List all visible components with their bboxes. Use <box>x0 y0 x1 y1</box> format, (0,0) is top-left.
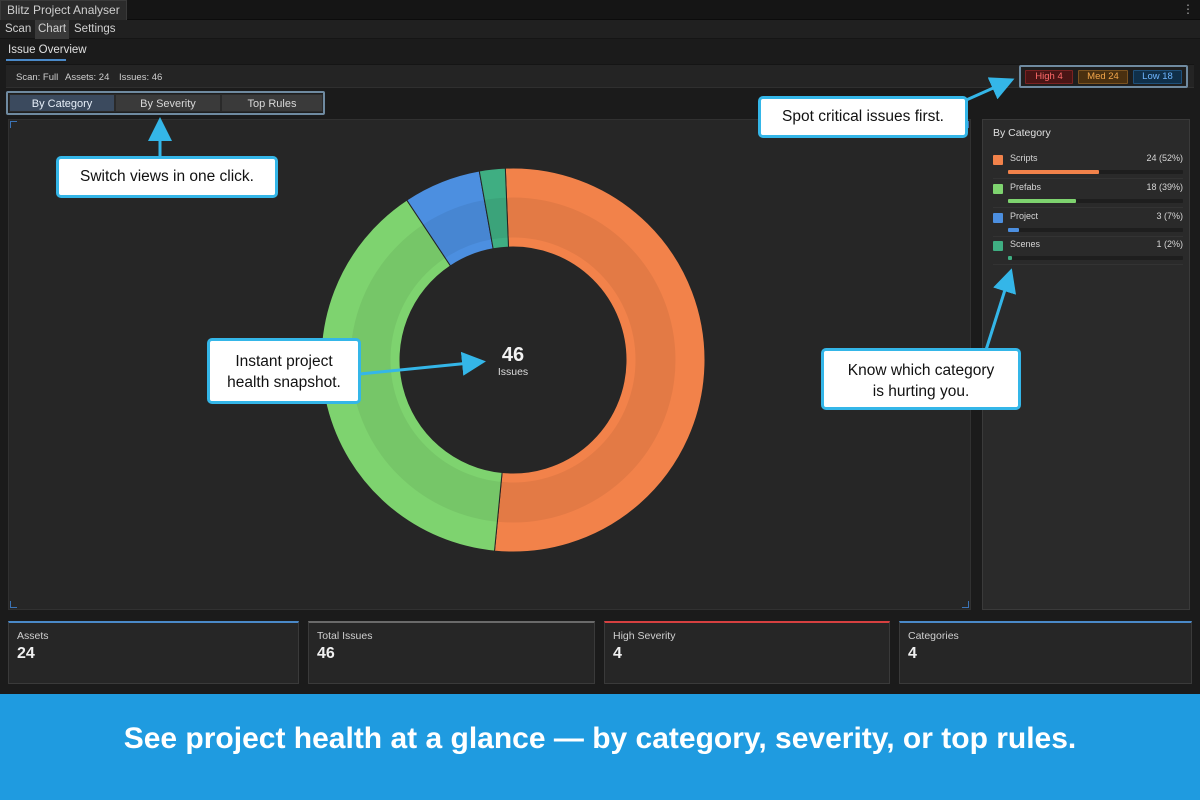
row-divider <box>993 264 1183 265</box>
stat-card-label: Categories <box>908 630 959 642</box>
callout-category: Know which category is hurting you. <box>821 348 1021 410</box>
category-bar-track <box>1008 228 1183 232</box>
stat-card-value: 4 <box>908 645 917 662</box>
severity-med-badge[interactable]: Med 24 <box>1078 70 1128 84</box>
side-panel-title: By Category <box>993 127 1051 139</box>
stat-card-assets: Assets 24 <box>8 621 299 684</box>
assets-count-text: Assets: 24 <box>65 72 110 83</box>
kebab-menu-icon[interactable]: ⋮ <box>1182 2 1194 16</box>
severity-high-badge[interactable]: High 4 <box>1025 70 1073 84</box>
callout-health: Instant project health snapshot. <box>207 338 361 404</box>
category-swatch <box>993 184 1003 194</box>
category-value: 3 (7%) <box>1156 211 1183 221</box>
row-divider <box>993 178 1183 179</box>
callout-switch-views: Switch views in one click. <box>56 156 278 198</box>
category-row-scenes[interactable]: Scenes 1 (2%) <box>993 238 1183 266</box>
corner-marker <box>10 601 17 608</box>
category-value: 24 (52%) <box>1146 153 1183 163</box>
tab-top-rules[interactable]: Top Rules <box>221 94 323 112</box>
menu-bar: Scan Chart Settings <box>0 20 1200 39</box>
menu-chart[interactable]: Chart <box>35 20 70 39</box>
category-bar-track <box>1008 170 1183 174</box>
category-bar-fill <box>1008 170 1100 174</box>
arrow-to-center <box>359 351 486 376</box>
section-underline <box>6 59 66 61</box>
severity-filter-group: High 4 Med 24 Low 18 <box>1019 65 1188 88</box>
menu-scan[interactable]: Scan <box>5 23 32 35</box>
stat-card-value: 4 <box>613 645 622 662</box>
category-bar-track <box>1008 256 1183 260</box>
stat-card-label: High Severity <box>613 630 676 642</box>
severity-low-badge[interactable]: Low 18 <box>1133 70 1182 84</box>
window-tab[interactable]: Blitz Project Analyser <box>0 0 127 20</box>
view-tabs: By Category By Severity Top Rules <box>6 91 325 115</box>
category-name: Project <box>1010 211 1039 221</box>
stat-card-high-severity: High Severity 4 <box>604 621 890 684</box>
category-name: Scenes <box>1010 239 1041 249</box>
category-bar-track <box>1008 199 1183 203</box>
category-swatch <box>993 155 1003 165</box>
category-row-project[interactable]: Project 3 (7%) <box>993 210 1183 238</box>
banner-text: See project health at a glance — by cate… <box>123 722 1077 755</box>
tab-by-severity[interactable]: By Severity <box>115 94 221 112</box>
scan-mode-text: Scan: Full <box>16 72 59 83</box>
stat-card-total-issues: Total Issues 46 <box>308 621 595 684</box>
donut-slice-prefabs[interactable] <box>320 199 503 552</box>
arrow-to-categories <box>984 268 1017 351</box>
row-divider <box>993 207 1183 208</box>
category-value: 1 (2%) <box>1156 239 1183 249</box>
callout-category-line1: Know which category <box>847 362 995 379</box>
row-divider <box>993 236 1183 237</box>
category-swatch <box>993 241 1003 251</box>
corner-marker <box>10 121 17 128</box>
callout-health-line2: health snapshot. <box>227 374 341 391</box>
stat-card-label: Total Issues <box>317 630 373 642</box>
title-bar: Blitz Project Analyser ⋮ <box>0 0 1200 20</box>
category-row-prefabs[interactable]: Prefabs 18 (39%) <box>993 181 1183 209</box>
category-bar-fill <box>1008 228 1020 232</box>
category-row-scripts[interactable]: Scripts 24 (52%) <box>993 152 1183 180</box>
stat-card-categories: Categories 4 <box>899 621 1192 684</box>
donut-shading-ring <box>350 197 676 523</box>
tab-by-category[interactable]: By Category <box>9 94 115 112</box>
category-bar-fill <box>1008 199 1077 203</box>
donut-slice-scripts[interactable] <box>493 167 706 553</box>
promo-banner: See project health at a glance — by cate… <box>0 694 1200 800</box>
callout-category-line2: is hurting you. <box>872 383 970 400</box>
callout-health-line1: Instant project <box>235 353 333 370</box>
donut-slice-scenes[interactable] <box>478 167 510 250</box>
menu-settings[interactable]: Settings <box>74 23 116 35</box>
category-swatch <box>993 213 1003 223</box>
category-name: Prefabs <box>1010 182 1042 192</box>
callout-critical: Spot critical issues first. <box>758 96 968 138</box>
donut-center-count: 46 <box>501 344 525 366</box>
donut-center-label: Issues <box>497 366 529 378</box>
stat-card-label: Assets <box>17 630 49 642</box>
section-title: Issue Overview <box>8 44 87 56</box>
stat-card-value: 46 <box>317 645 335 662</box>
category-name: Scripts <box>1010 153 1038 163</box>
corner-marker <box>962 601 969 608</box>
category-value: 18 (39%) <box>1146 182 1183 192</box>
stat-card-value: 24 <box>17 645 35 662</box>
category-bar-fill <box>1008 256 1012 260</box>
issues-count-text: Issues: 46 <box>119 72 163 83</box>
